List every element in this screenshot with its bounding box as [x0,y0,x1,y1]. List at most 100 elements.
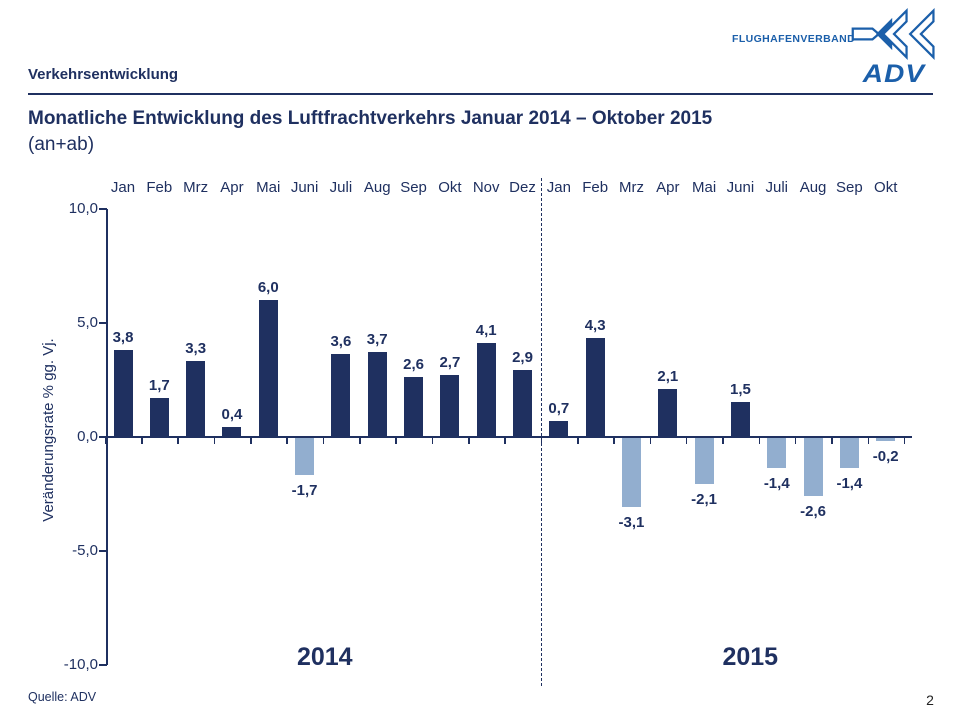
bar [658,388,678,437]
logo-outline-chevron-1 [881,8,908,60]
x-tick [468,437,470,444]
adv-logo-icon [851,8,935,60]
y-tick-label: -10,0 [63,655,98,673]
y-tick [99,663,107,666]
bar [440,374,460,437]
year-label: 2015 [722,643,779,671]
bar-value-label: 4,1 [475,322,497,340]
x-tick [286,437,288,444]
y-tick-label: 0,0 [77,427,98,445]
bar-value-label: -3,1 [618,514,645,532]
month-label: Sep [836,179,863,196]
x-tick [322,437,325,444]
x-tick [831,437,833,444]
bar [367,352,387,437]
brand-name: ADV [862,60,926,88]
month-label: Juni [290,179,319,196]
x-axis-line [107,435,912,438]
month-label: Aug [799,179,827,196]
month-label: Juli [329,179,353,196]
x-tick [213,437,216,444]
bar-value-label: -0,2 [872,448,899,466]
bar-value-label: -1,4 [836,475,863,493]
month-label: Mai [692,179,717,196]
bar [876,436,896,442]
month-label: Okt [438,179,462,196]
section-title: Verkehrsentwicklung [28,66,179,83]
bar [404,377,424,437]
bar [476,343,496,437]
page-number: 2 [926,692,934,708]
bar-value-label: 3,6 [330,333,352,351]
bar-value-label: 2,7 [439,353,461,371]
y-tick-label: -5,0 [72,541,98,559]
bar-value-label: 4,3 [584,317,606,335]
bar-value-label: 3,8 [112,328,134,346]
month-label: Mrz [183,179,209,196]
month-label: Jan [546,179,571,196]
x-tick [649,437,652,444]
bar [839,436,859,469]
x-tick [903,437,906,444]
page-subtitle: (an+ab) [28,134,95,155]
month-label: Juni [726,179,755,196]
x-tick [250,437,252,444]
page-title: Monatliche Entwicklung des Luftfrachtver… [28,108,713,129]
bar-value-label: 1,5 [730,381,751,399]
x-tick [104,437,107,444]
x-tick [177,437,179,444]
x-tick [794,437,797,444]
x-tick [141,437,143,444]
month-label: Apr [656,179,680,196]
x-tick [722,437,724,444]
month-label: Mrz [618,179,644,196]
bar [694,436,714,485]
bar [295,436,315,476]
y-tick [99,207,107,210]
month-label: Sep [400,179,427,196]
bar [113,349,133,437]
month-label: Mai [256,179,281,196]
x-tick [359,437,361,444]
month-label: Nov [472,179,500,196]
month-label: Aug [363,179,391,196]
bar [803,436,823,496]
bar-value-label: 6,0 [257,278,279,296]
month-label: Feb [582,179,609,196]
x-tick [613,437,615,444]
y-tick-label: 10,0 [68,199,98,217]
month-label: Feb [146,179,173,196]
bar [186,361,206,437]
bar-value-label: 2,1 [657,367,679,385]
x-tick [395,437,397,444]
bar [222,427,242,437]
source-note: Quelle: ADV [28,690,97,704]
year-separator-line [540,178,542,686]
logo-tail-shape [851,27,881,41]
x-tick [867,437,870,444]
year-label: 2014 [296,643,353,671]
month-label: Okt [874,179,898,196]
bar-value-label: -1,4 [763,475,790,493]
bar [621,436,641,508]
bar-value-label: -2,1 [691,491,718,509]
month-label: Apr [220,179,244,196]
y-tick [99,549,107,552]
brand-text: FLUGHAFENVERBAND [732,33,856,45]
bar [258,299,278,437]
bar-value-label: 0,7 [548,399,570,417]
bar-value-label: -1,7 [291,482,318,500]
x-tick [577,437,579,444]
bar [149,397,169,437]
y-tick [99,321,107,324]
month-label: Juli [765,179,788,196]
month-label: Jan [110,179,136,196]
logo-outline-chevron-2 [908,8,935,60]
bar-value-label: 3,3 [185,340,207,358]
bar-value-label: -2,6 [800,502,826,520]
bar-value-label: 0,4 [221,406,243,424]
x-tick [431,437,434,444]
y-axis-title: Veränderungsrate % gg. Vj. [40,338,57,522]
bar [549,420,569,437]
y-tick [99,435,107,438]
